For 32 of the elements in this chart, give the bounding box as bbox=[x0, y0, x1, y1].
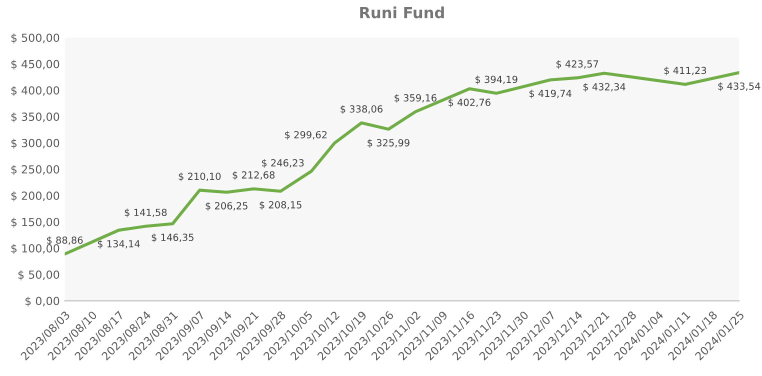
y-tick-label: $ 50,00 bbox=[18, 270, 60, 280]
y-tick-label: $ 350,00 bbox=[11, 112, 60, 122]
data-label: $ 325,99 bbox=[368, 138, 410, 148]
data-label: $ 212,68 bbox=[232, 171, 275, 180]
data-label: $ 141,58 bbox=[124, 208, 167, 218]
data-label: $ 210,10 bbox=[178, 172, 221, 182]
data-label: $ 208,15 bbox=[260, 200, 302, 210]
data-label: $ 423,57 bbox=[556, 60, 598, 69]
data-label: $ 299,62 bbox=[285, 130, 327, 140]
y-tick-label: $ 300,00 bbox=[11, 138, 60, 149]
y-tick-label: $ 100,00 bbox=[11, 244, 60, 254]
data-label: $ 433,54 bbox=[718, 82, 760, 92]
data-label: $ 419,74 bbox=[529, 90, 572, 98]
data-label: $ 402,76 bbox=[448, 98, 490, 108]
data-label: $ 359,16 bbox=[394, 94, 436, 103]
data-label: $ 338,06 bbox=[340, 105, 383, 114]
data-label: $ 411,23 bbox=[664, 66, 706, 76]
y-tick-label: $ 250,00 bbox=[11, 164, 60, 176]
y-tick-label: $ 0,00 bbox=[25, 296, 60, 307]
data-label: $ 146,35 bbox=[152, 233, 194, 242]
y-tick-label: $ 200,00 bbox=[11, 191, 60, 202]
data-label: $ 432,34 bbox=[583, 82, 626, 92]
y-tick-label: $ 150,00 bbox=[11, 218, 60, 228]
data-label: $ 88,86 bbox=[47, 236, 83, 246]
data-label: $ 394,19 bbox=[476, 76, 518, 84]
data-label: $ 246,23 bbox=[262, 158, 304, 168]
chart-title: Runi Fund bbox=[360, 6, 444, 18]
data-label: $ 206,25 bbox=[206, 202, 248, 211]
y-tick-label: $ 400,00 bbox=[11, 86, 60, 96]
y-tick-label: $ 450,00 bbox=[11, 60, 60, 70]
data-label: $ 134,14 bbox=[98, 240, 140, 249]
y-tick-label: $ 500,00 bbox=[11, 33, 60, 44]
